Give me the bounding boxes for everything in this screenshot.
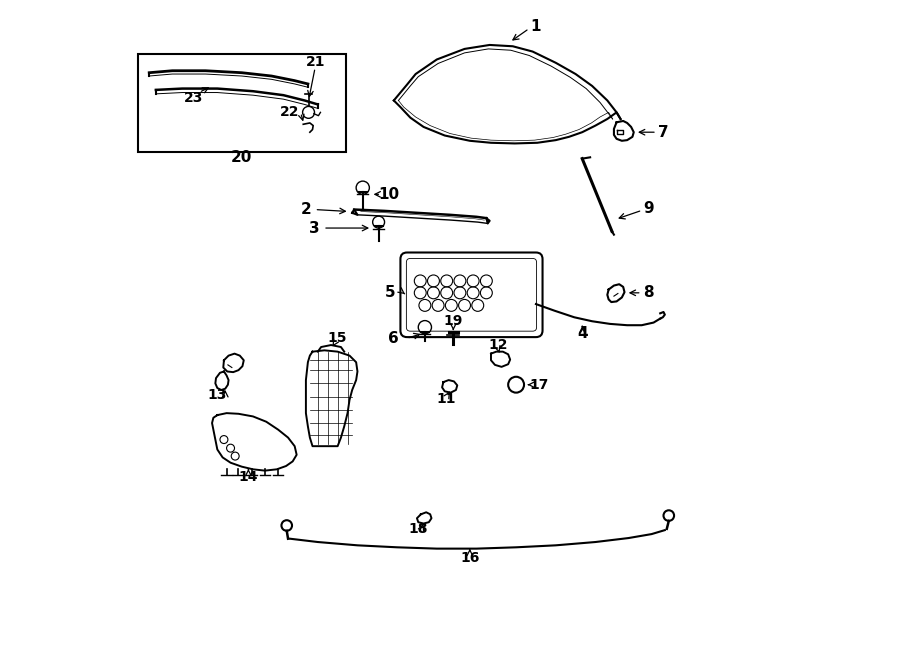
Text: 3: 3: [310, 221, 320, 235]
Text: 14: 14: [238, 470, 258, 485]
Text: 22: 22: [280, 105, 300, 120]
Text: 23: 23: [184, 91, 203, 105]
Text: 12: 12: [489, 338, 508, 352]
Text: 16: 16: [460, 551, 480, 565]
Text: 11: 11: [436, 391, 455, 406]
Text: 19: 19: [444, 313, 463, 328]
Circle shape: [302, 106, 314, 118]
Text: 13: 13: [208, 388, 227, 403]
Text: 10: 10: [379, 187, 400, 202]
Text: 9: 9: [643, 201, 653, 215]
Text: 17: 17: [529, 377, 549, 392]
Text: 6: 6: [388, 331, 399, 346]
Text: 18: 18: [409, 522, 428, 536]
Text: 2: 2: [301, 202, 311, 217]
Text: 7: 7: [658, 125, 668, 139]
Text: 4: 4: [577, 326, 588, 340]
Bar: [138, 54, 346, 152]
Circle shape: [356, 181, 369, 194]
Text: 8: 8: [643, 286, 653, 300]
Text: 20: 20: [231, 150, 253, 165]
Text: 1: 1: [531, 19, 541, 34]
Text: 15: 15: [328, 331, 347, 346]
Text: 5: 5: [385, 285, 396, 299]
Text: 21: 21: [305, 55, 325, 69]
Circle shape: [418, 321, 431, 334]
Circle shape: [373, 216, 384, 228]
FancyBboxPatch shape: [400, 253, 543, 337]
